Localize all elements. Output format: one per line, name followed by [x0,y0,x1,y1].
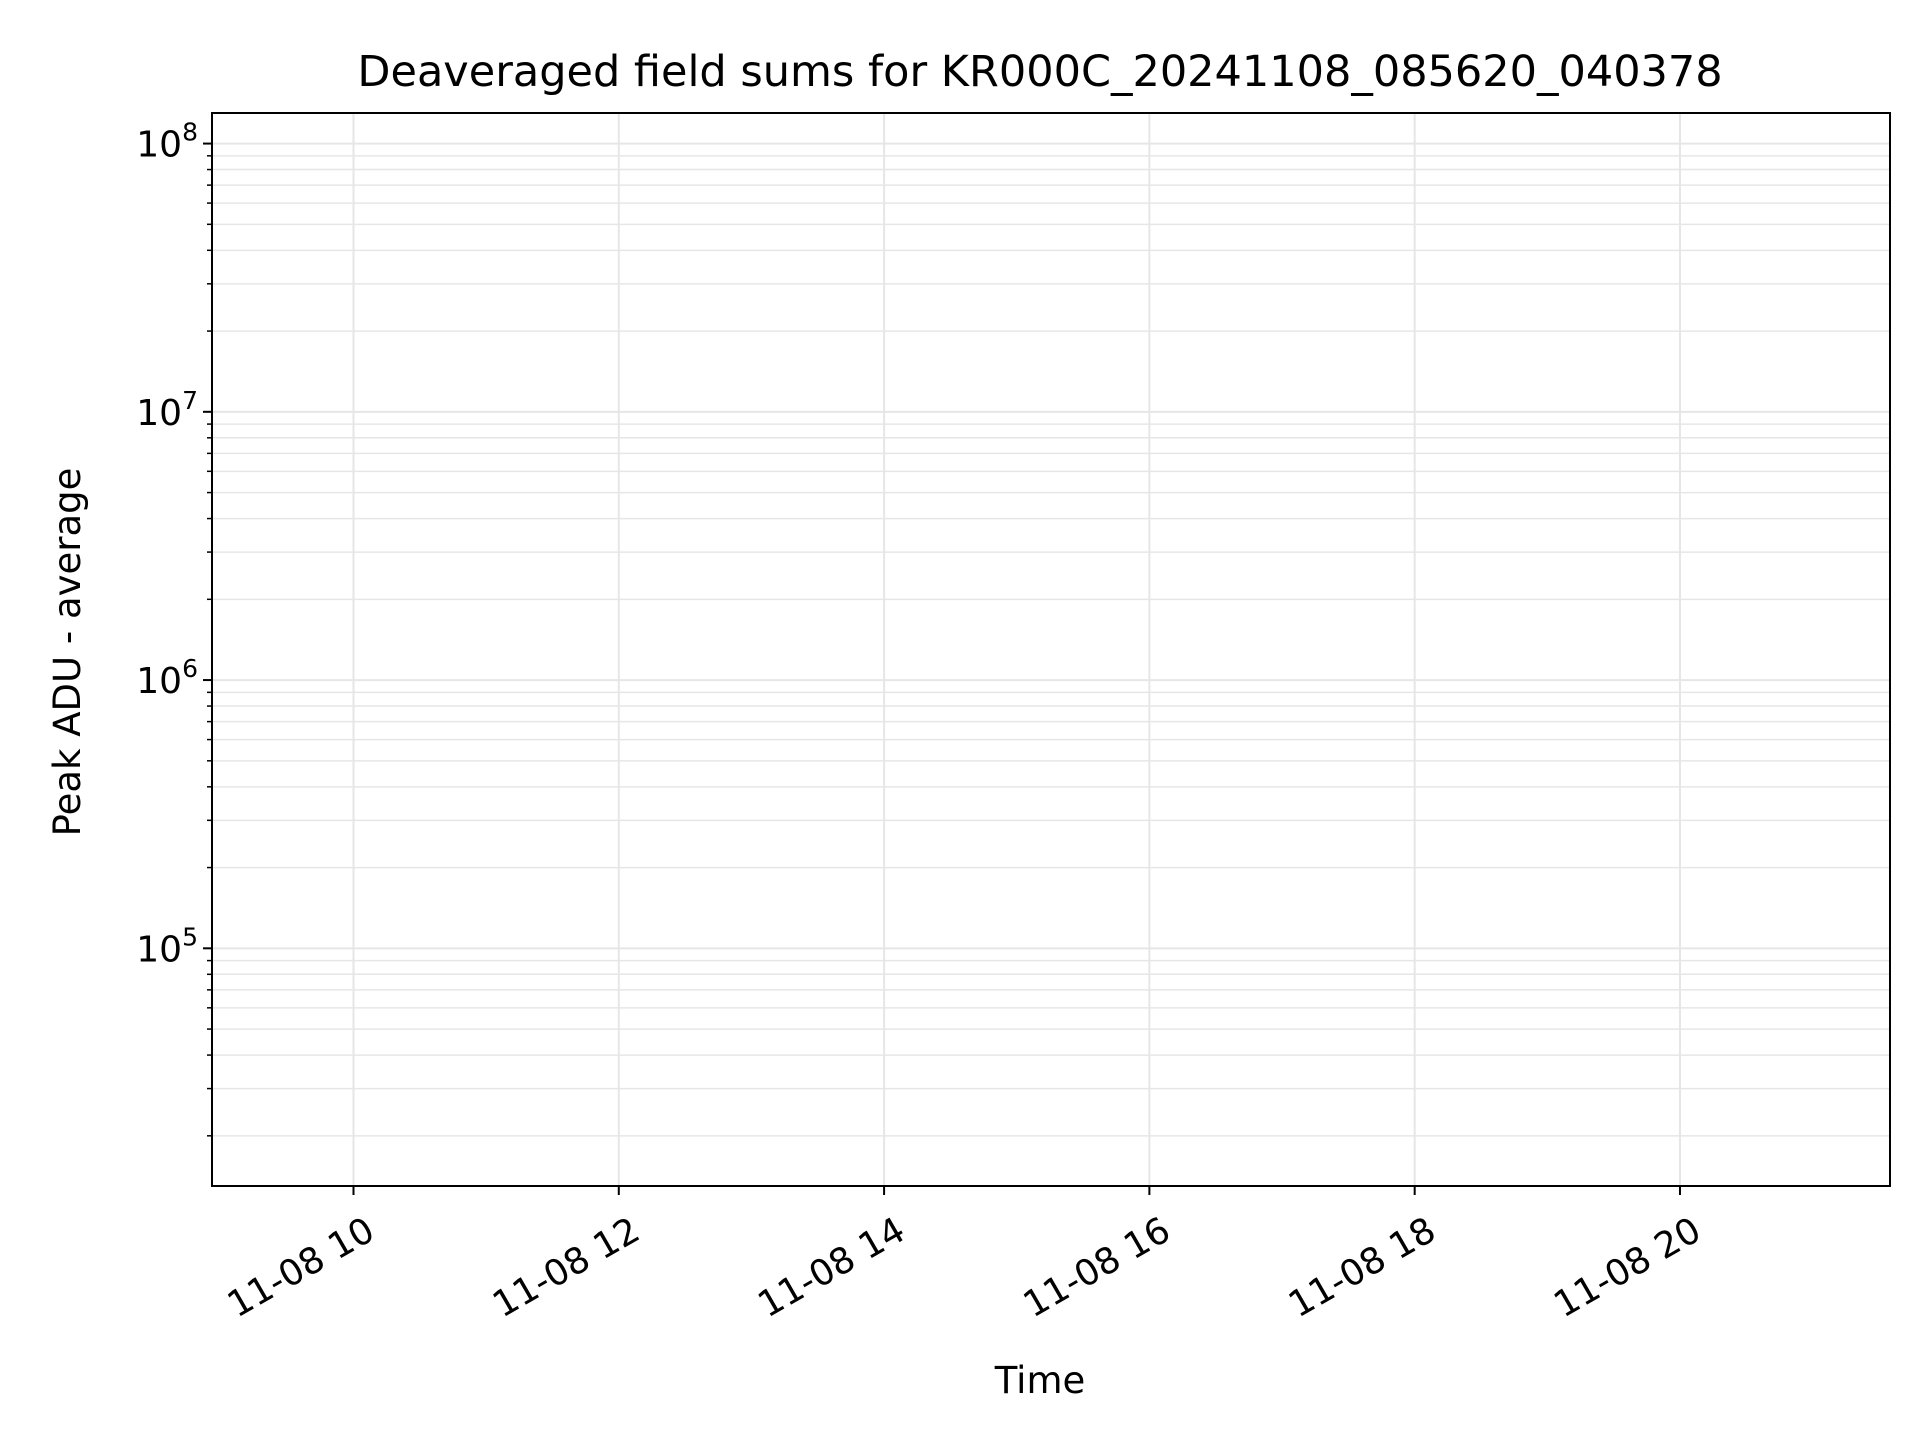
x-axis-label: Time [994,1359,1086,1402]
y-tick-label: 107 [136,386,198,434]
y-axis-label: Peak ADU - average [46,468,89,837]
grid-lines [212,113,1890,1186]
chart-title: Deaveraged field sums for KR000C_2024110… [357,47,1722,97]
y-tick-label: 106 [136,654,198,702]
y-tick-label: 108 [136,118,198,166]
plot-area-frame [211,112,1891,1187]
y-tick-label: 105 [136,922,198,970]
